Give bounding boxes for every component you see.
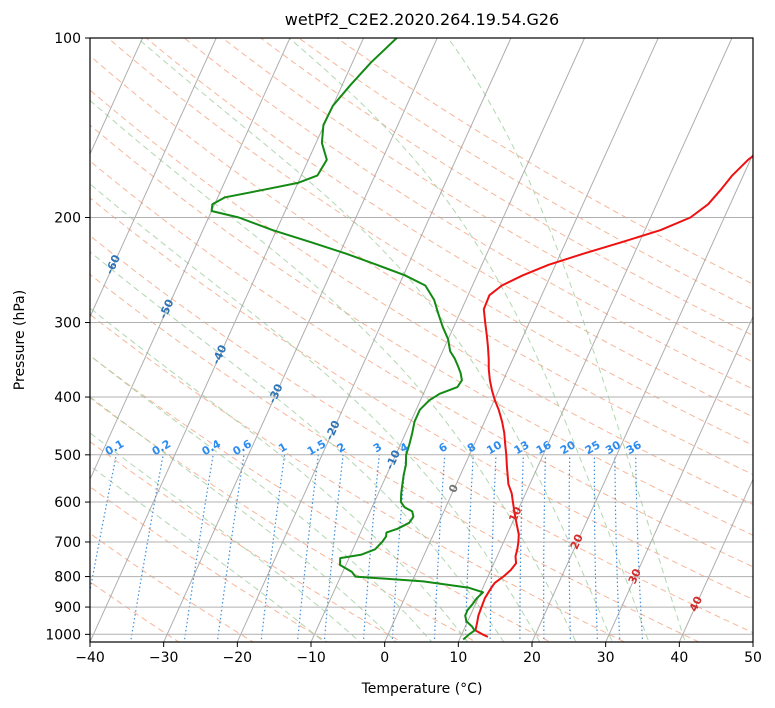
y-tick-label: 600: [54, 495, 81, 511]
isotherm-line: [90, 38, 217, 318]
isobars: [90, 38, 753, 635]
dry-adiabat-line: [90, 55, 753, 476]
dry-adiabat-line: [90, 354, 552, 642]
chart-title: wetPf2_C2E2.2020.264.19.54.G26: [285, 10, 559, 30]
x-tick-label: −40: [75, 650, 105, 666]
isotherm-label: 10: [506, 505, 524, 525]
plot-area: 0.10.20.40.611.52346810131620253036-100-…: [90, 38, 753, 642]
x-axis-label: Temperature (°C): [361, 681, 483, 697]
isotherm-line: [90, 38, 291, 481]
moist-adiabat-line: [90, 251, 505, 642]
dry-adiabat-line: [183, 38, 753, 390]
moist-adiabat-line: [90, 432, 361, 642]
moist-adiabat-line: [90, 465, 325, 642]
plot-frame: [89, 37, 754, 643]
dry-adiabat-line: [259, 38, 753, 337]
x-tick-label: 20: [523, 650, 541, 666]
isotherm-label: 20: [568, 532, 586, 552]
y-tick-label: 800: [54, 570, 81, 586]
x-tick-label: 0: [380, 650, 389, 666]
y-tick-label: 900: [54, 600, 81, 616]
moist-adiabat-line: [90, 183, 541, 642]
moist-adiabat-line: [90, 99, 577, 642]
dry-adiabat-line: [90, 486, 329, 642]
isotherm-line: [531, 152, 753, 642]
y-tick-label: 500: [54, 448, 81, 464]
x-tick-label: −30: [149, 650, 179, 666]
y-tick-label: 200: [54, 211, 81, 227]
profile-series: [210, 38, 753, 641]
dry-adiabat-line: [90, 89, 753, 506]
x-tick-label: −10: [296, 650, 326, 666]
isotherm-line: [384, 38, 659, 642]
isotherm-line: [236, 38, 512, 642]
x-axis-ticks: −40 −30 −20 −10 0 10 20 30 40 50: [75, 642, 762, 666]
isotherm-line: [163, 38, 438, 642]
moist-adiabat-line: [288, 38, 650, 642]
dry-adiabat-line: [90, 124, 753, 536]
y-tick-label: 1000: [45, 627, 81, 643]
dry-adiabat-line: [90, 532, 255, 642]
isotherm-line: [457, 38, 733, 642]
y-tick-label: 400: [54, 390, 81, 406]
x-tick-label: 40: [670, 650, 688, 666]
isotherm-line: [90, 38, 144, 156]
isotherm-label: 30: [626, 566, 644, 586]
isotherm-label: 40: [687, 594, 705, 614]
isotherm-line: [678, 478, 753, 642]
dry-adiabat-line: [90, 313, 626, 642]
dewpoint-profile-line: [210, 38, 485, 641]
temperature-profile-line: [474, 154, 753, 638]
moist-adiabats: [90, 38, 686, 642]
x-tick-label: 30: [597, 650, 615, 666]
isotherm-line: [310, 38, 586, 642]
x-tick-label: −20: [223, 650, 253, 666]
dry-adiabat-line: [90, 234, 753, 634]
dry-adiabat-line: [90, 397, 478, 642]
y-tick-label: 100: [54, 31, 81, 47]
y-axis-label: Pressure (hPa): [12, 290, 28, 390]
dry-adiabat-line: [90, 273, 701, 642]
y-axis-ticks: 100 200 300 400 500 600 700 800 900 1000: [45, 31, 90, 643]
moist-adiabat-line: [90, 395, 397, 642]
dry-adiabat-line: [145, 38, 753, 418]
moist-adiabat-line: [90, 307, 469, 642]
x-tick-label: 10: [449, 650, 467, 666]
moist-adiabat-line: [136, 38, 613, 642]
dry-adiabat-line: [90, 440, 403, 642]
x-tick-label: 50: [744, 650, 762, 666]
y-tick-label: 700: [54, 535, 81, 551]
dry-adiabats: [90, 38, 753, 642]
moist-adiabat-line: [447, 38, 686, 642]
isotherms: [90, 38, 753, 642]
dry-adiabat-line: [90, 197, 753, 600]
dry-adiabat-line: [297, 38, 753, 311]
isotherm-line: [605, 315, 753, 642]
y-tick-label: 300: [54, 316, 81, 332]
